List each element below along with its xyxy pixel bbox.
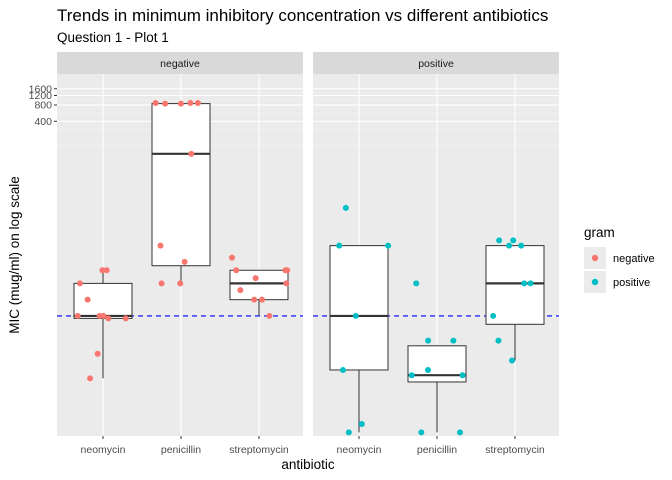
data-point — [251, 296, 258, 303]
data-point — [194, 100, 201, 107]
data-point — [408, 372, 415, 379]
facet-panel-positive: positive neomycin penicillin streptomycin — [313, 52, 559, 456]
data-point — [187, 100, 194, 107]
data-point — [266, 312, 273, 319]
boxplot-penicillin — [151, 100, 211, 287]
data-point — [425, 366, 432, 373]
data-point — [521, 280, 528, 287]
facet-strip — [57, 52, 303, 74]
facet-strip-label: positive — [418, 58, 454, 70]
chart-subtitle: Question 1 - Plot 1 — [57, 30, 169, 45]
data-point — [413, 280, 420, 287]
boxplot-neomycin — [329, 204, 392, 436]
y-tick-label: 1200 — [29, 90, 53, 102]
data-point — [336, 242, 343, 249]
y-tick-label: 400 — [34, 116, 52, 128]
data-point — [358, 421, 365, 428]
legend-swatch — [591, 278, 599, 286]
x-tick-label: neomycin — [337, 444, 382, 456]
data-point — [495, 337, 502, 344]
y-tick-label: 1600 — [29, 83, 53, 95]
data-point — [177, 100, 184, 107]
data-point — [339, 366, 346, 373]
data-point — [188, 150, 195, 157]
box — [329, 245, 389, 371]
chart-title: Trends in minimum inhibitory concentrati… — [57, 6, 548, 25]
data-point — [162, 100, 169, 107]
data-point — [342, 204, 349, 211]
data-point — [105, 315, 112, 322]
data-point — [506, 242, 513, 249]
data-point — [157, 242, 164, 249]
data-point — [87, 375, 94, 382]
data-point — [122, 315, 129, 322]
data-point — [99, 267, 106, 274]
legend-swatch — [591, 254, 599, 262]
data-point — [177, 280, 184, 287]
data-point — [100, 312, 107, 319]
boxplot-streptomycin — [229, 254, 291, 319]
x-tick-label: streptomycin — [485, 444, 545, 456]
x-tick-label: penicillin — [161, 444, 201, 456]
data-point — [76, 280, 83, 287]
legend-label: negative — [613, 253, 655, 265]
data-point — [518, 242, 525, 249]
data-point — [459, 372, 466, 379]
y-axis-title: MIC (mug/ml) on log scale — [7, 176, 22, 334]
data-point — [457, 429, 464, 436]
data-point — [233, 267, 240, 274]
facet-strip-label: negative — [160, 58, 200, 70]
data-point — [527, 280, 534, 287]
data-point — [418, 429, 425, 436]
data-point — [252, 275, 259, 282]
data-point — [385, 242, 392, 249]
legend-title: gram — [584, 225, 615, 240]
box — [73, 282, 133, 319]
data-point — [181, 258, 188, 265]
data-point — [94, 350, 101, 357]
data-point — [283, 280, 290, 287]
x-tick-label: neomycin — [81, 444, 126, 456]
legend-label: positive — [613, 277, 650, 289]
box — [229, 269, 289, 301]
data-point — [237, 287, 244, 294]
data-point — [74, 312, 81, 319]
data-point — [284, 267, 291, 274]
box — [407, 345, 467, 383]
x-tick-label: penicillin — [417, 444, 457, 456]
facet-strip — [313, 52, 559, 74]
data-point — [352, 312, 359, 319]
boxplot-streptomycin — [485, 237, 545, 364]
data-point — [510, 237, 517, 244]
data-point — [103, 267, 110, 274]
data-point — [425, 337, 432, 344]
x-axis-title: antibiotic — [281, 457, 335, 472]
boxplot-neomycin — [73, 267, 133, 382]
data-point — [84, 296, 91, 303]
box — [151, 103, 211, 267]
data-point — [152, 100, 159, 107]
boxplot-penicillin — [407, 280, 467, 436]
data-point — [490, 312, 497, 319]
data-point — [509, 357, 516, 364]
data-point — [496, 237, 503, 244]
data-point — [450, 337, 457, 344]
data-point — [158, 280, 165, 287]
facet-panel-negative: negative neomycin penicillin streptomycin — [57, 52, 303, 456]
data-point — [259, 296, 266, 303]
box — [485, 245, 545, 325]
x-tick-label: streptomycin — [229, 444, 289, 456]
data-point — [345, 429, 352, 436]
data-point — [229, 254, 236, 261]
y-tick-label: 800 — [34, 100, 52, 112]
legend: gram negative positive — [584, 225, 655, 293]
